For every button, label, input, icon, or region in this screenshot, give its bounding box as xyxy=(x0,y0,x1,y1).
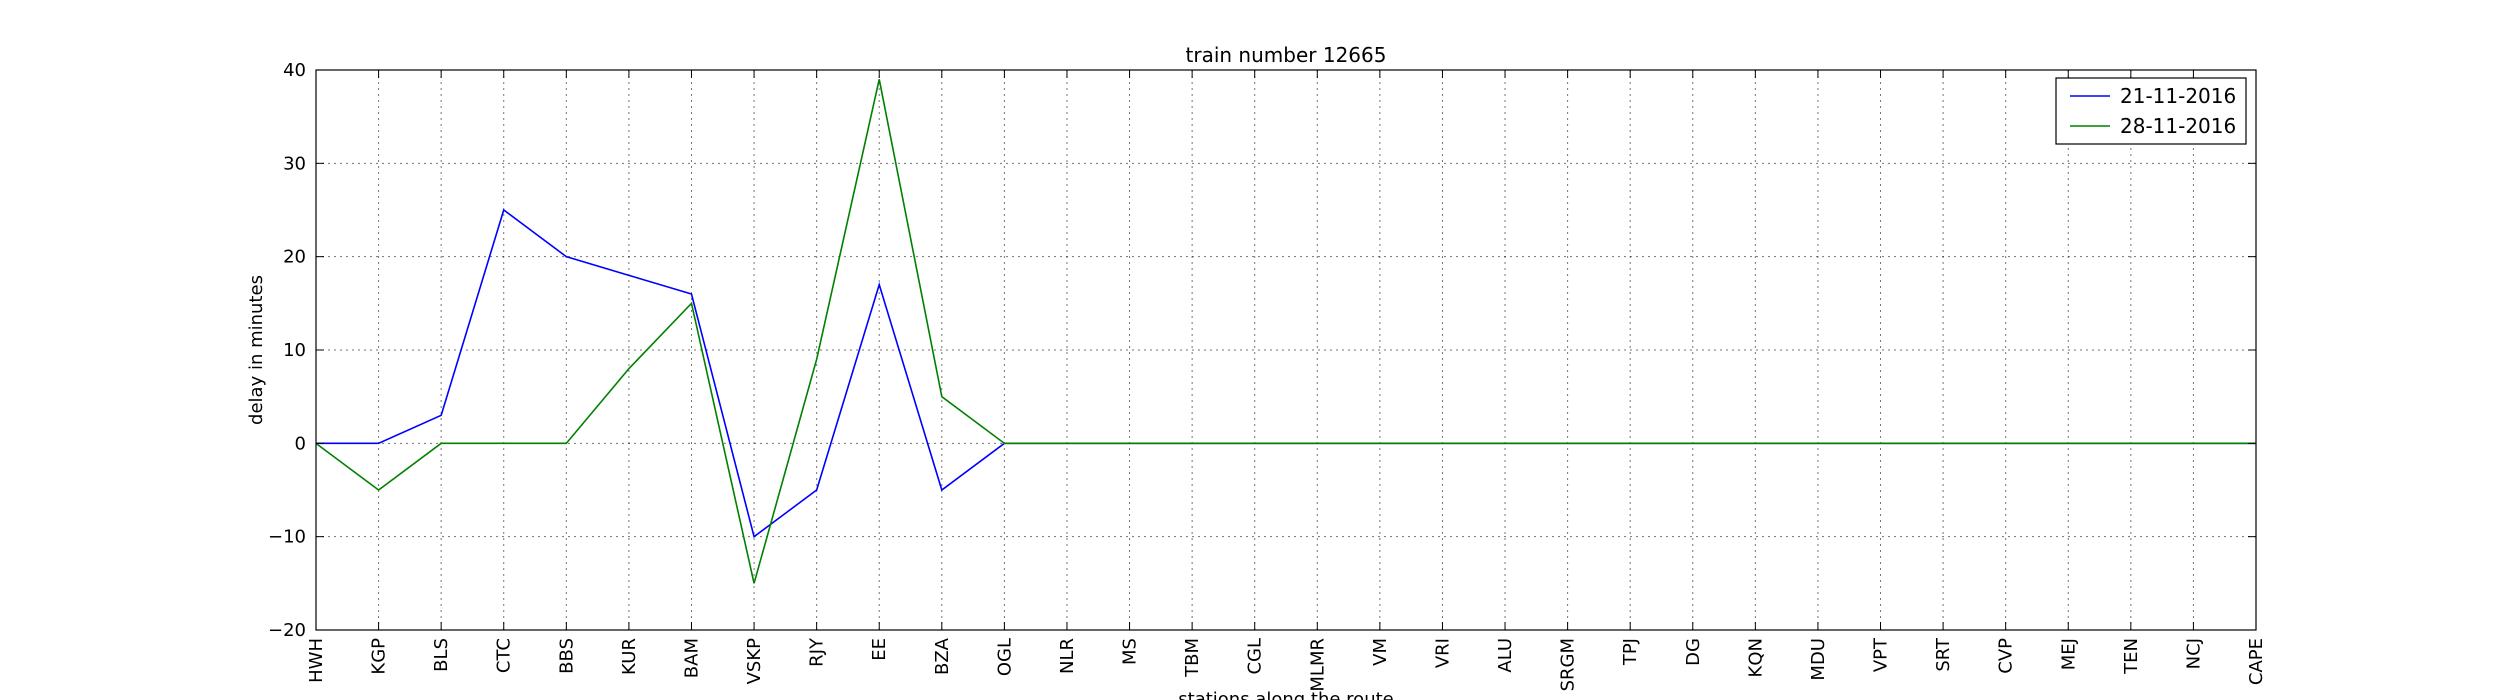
x-tick-label: MS xyxy=(1120,638,1141,665)
legend-box xyxy=(2055,77,2247,145)
y-tick-label: −20 xyxy=(268,620,306,641)
x-tick-label: CVP xyxy=(1996,638,2017,674)
x-tick-label: TEN xyxy=(2121,638,2142,675)
y-tick-label: 10 xyxy=(283,340,306,361)
x-tick-label: SRT xyxy=(1933,637,1954,672)
x-tick-label: HWH xyxy=(306,638,327,683)
x-tick-label: MLMR xyxy=(1307,638,1328,692)
x-tick-label: EE xyxy=(869,638,890,661)
x-tick-label: NCJ xyxy=(2183,638,2204,669)
x-axis-label: stations along the route xyxy=(1178,689,1393,700)
x-tick-label: MDU xyxy=(1808,638,1829,681)
x-tick-label: VRI xyxy=(1432,638,1453,668)
x-tick-labels: HWH KGP BLS CTC BBS KUR BAM VSKP RJY EE BZA OGL NLR M… xyxy=(306,637,2267,692)
x-tick-label: TPJ xyxy=(1620,638,1641,666)
x-tick-label: CTC xyxy=(494,638,515,673)
x-tick-label: ALU xyxy=(1495,638,1516,673)
series-lines xyxy=(315,79,2256,584)
x-tick-label: VSKP xyxy=(744,638,765,685)
legend-label-series-1: 21-11-2016 xyxy=(2120,84,2236,108)
x-tick-label: KQN xyxy=(1745,638,1766,677)
x-tick-label: KGP xyxy=(369,638,390,675)
x-tick-label: DG xyxy=(1683,638,1704,666)
y-tick-labels: 40 30 20 10 0 −10 −20 xyxy=(268,60,306,641)
x-tick-label: VPT xyxy=(1871,637,1892,672)
series-line-2 xyxy=(315,79,2256,584)
y-tick-label: 0 xyxy=(295,433,306,454)
axis-ticks xyxy=(315,69,2257,631)
y-tick-label: 30 xyxy=(283,153,306,174)
y-tick-label: 40 xyxy=(283,60,306,81)
chart-title: train number 12665 xyxy=(1186,43,1387,67)
legend: 21-11-2016 28-11-2016 xyxy=(2055,77,2247,145)
x-tick-label: SRGM xyxy=(1558,638,1579,691)
y-axis-label: delay in minutes xyxy=(246,275,267,425)
x-tick-label: BZA xyxy=(932,637,953,675)
x-tick-label: MEJ xyxy=(2058,638,2079,670)
x-tick-label: VM xyxy=(1370,638,1391,666)
y-tick-label: −10 xyxy=(268,527,306,548)
x-tick-label: CAPE xyxy=(2246,638,2267,685)
x-tick-label: BLS xyxy=(431,638,452,672)
x-tick-label: RJY xyxy=(807,637,828,667)
x-tick-label: NLR xyxy=(1057,638,1078,674)
x-tick-label: CGL xyxy=(1245,638,1266,675)
x-tick-label: BBS xyxy=(556,638,577,674)
x-tick-label: TBM xyxy=(1182,638,1203,678)
x-tick-label: KUR xyxy=(619,638,640,675)
y-tick-label: 20 xyxy=(283,247,306,268)
x-tick-label: OGL xyxy=(994,638,1015,676)
x-tick-label: BAM xyxy=(681,638,702,678)
legend-label-series-2: 28-11-2016 xyxy=(2120,114,2236,138)
